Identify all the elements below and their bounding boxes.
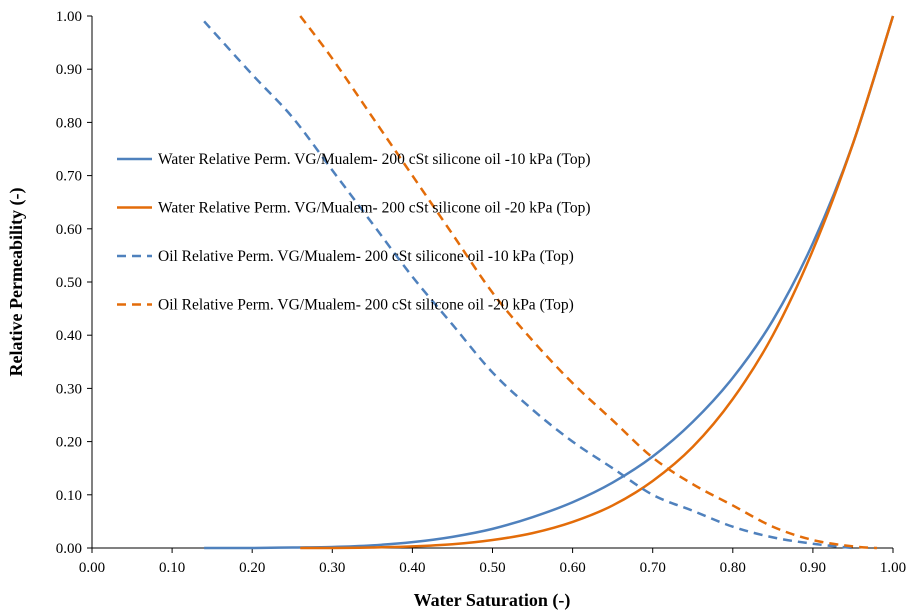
y-tick-label: 0.10: [56, 488, 82, 504]
x-tick-label: 0.30: [319, 560, 345, 576]
series-oil-10kpa-line: [203, 20, 854, 550]
x-axis-title: Water Saturation (-): [414, 590, 571, 611]
y-tick-label: 0.90: [56, 62, 82, 78]
y-tick-label: 1.00: [56, 9, 82, 25]
y-tick-label: 0.50: [56, 275, 82, 291]
y-tick-label: 0.40: [56, 328, 82, 344]
x-tick-label: 0.60: [559, 560, 585, 576]
x-tick-label: 0.80: [720, 560, 746, 576]
x-tick-label: 0.70: [640, 560, 666, 576]
series-water-10kpa-line: [204, 15, 895, 550]
x-tick-label: 1.00: [880, 560, 906, 576]
x-tick-label: 0.10: [159, 560, 185, 576]
y-tick-label: 0.70: [56, 169, 82, 185]
y-tick-label: 0.20: [56, 435, 82, 451]
x-tick-label: 0.90: [800, 560, 826, 576]
y-tick-label: 0.00: [56, 541, 82, 557]
x-tick-label: 0.40: [399, 560, 425, 576]
axes: 0.00 0.10 0.20 0.30 0.40 0.50 0.60 0.70 0.80 0.90…: [56, 9, 906, 576]
legend: Water Relative Perm. VG/Mualem- 200 cSt …: [117, 151, 591, 314]
series-layer: [203, 15, 895, 550]
x-tick-label: 0.50: [479, 560, 505, 576]
y-tick-label: 0.80: [56, 115, 82, 131]
x-tick-label: 0.20: [239, 560, 265, 576]
legend-entry-label: Oil Relative Perm. VG/Mualem- 200 cSt si…: [158, 248, 574, 265]
y-axis-title: Relative Permeability (-): [6, 188, 27, 377]
legend-entry-label: Water Relative Perm. VG/Mualem- 200 cSt …: [158, 151, 591, 168]
x-tick-label: 0.00: [79, 560, 105, 576]
legend-entry-label: Oil Relative Perm. VG/Mualem- 200 cSt si…: [158, 297, 574, 314]
series-water-20kpa-line: [300, 15, 895, 550]
series-oil-20kpa-line: [299, 15, 878, 550]
y-tick-label: 0.30: [56, 381, 82, 397]
y-tick-label: 0.60: [56, 222, 82, 238]
legend-entry-label: Water Relative Perm. VG/Mualem- 200 cSt …: [158, 200, 591, 217]
